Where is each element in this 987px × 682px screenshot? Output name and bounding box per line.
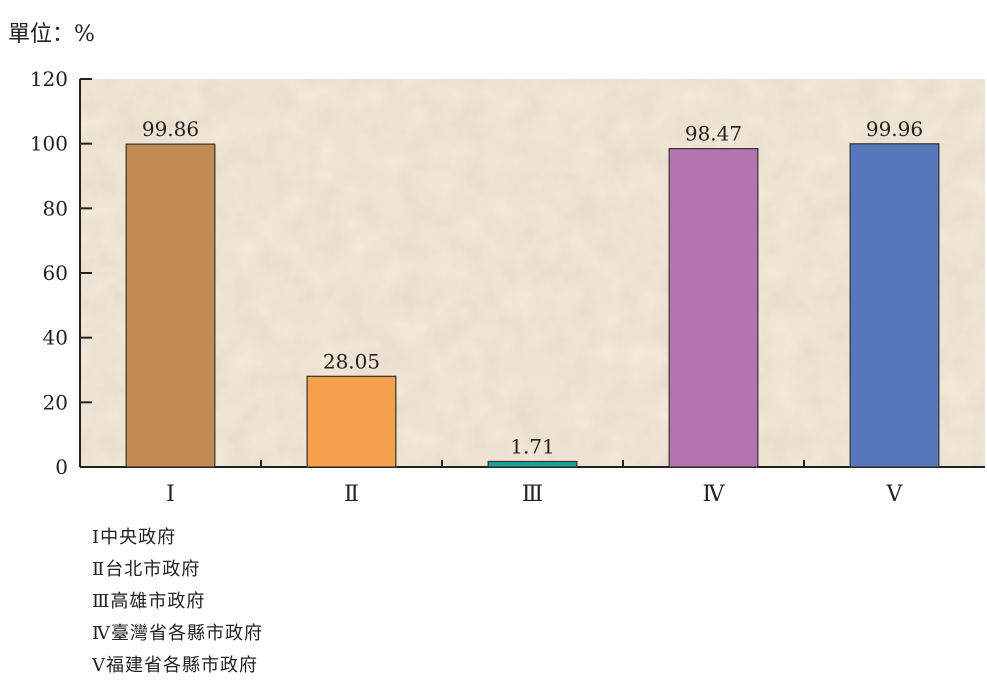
- y-tick-label: 20: [43, 390, 68, 414]
- bar: [487, 460, 578, 468]
- x-axis: Ⅰ Ⅱ Ⅲ Ⅳ Ⅴ: [80, 460, 985, 507]
- legend-item-5: Ⅴ福建省各縣市政府: [92, 655, 258, 676]
- bar: [849, 143, 940, 468]
- data-label: 1.71: [510, 434, 555, 458]
- legend-item-2: Ⅱ台北市政府: [92, 559, 201, 580]
- data-labels: 99.86 28.05 1.71 98.47 99.96: [142, 117, 923, 459]
- legend-item-4: Ⅳ臺灣省各縣市政府: [92, 623, 263, 644]
- x-tick-label: Ⅴ: [886, 482, 904, 507]
- y-tick-label: 120: [30, 67, 68, 91]
- y-tick-label: 40: [43, 326, 68, 350]
- y-tick-label: 80: [43, 196, 68, 220]
- bar: [306, 375, 397, 468]
- x-tick-label: Ⅱ: [344, 482, 359, 507]
- bar: [668, 148, 759, 468]
- legend-item-1: Ⅰ中央政府: [92, 527, 177, 548]
- y-tick-label: 60: [43, 261, 68, 285]
- y-tick-label: 0: [55, 455, 68, 479]
- data-label: 98.47: [685, 122, 742, 146]
- data-label: 99.96: [866, 117, 923, 141]
- x-tick-label: Ⅰ: [166, 482, 175, 507]
- y-tick-label: 100: [30, 132, 68, 156]
- data-label: 99.86: [142, 117, 199, 141]
- unit-label: 單位：%: [8, 22, 95, 47]
- y-axis: 0 20 40 60 80 100 120: [30, 67, 92, 479]
- x-tick-label: Ⅳ: [703, 482, 726, 507]
- bar-series: [125, 143, 940, 468]
- x-tick-label: Ⅲ: [522, 482, 543, 507]
- legend-item-3: Ⅲ高雄市政府: [92, 591, 206, 612]
- data-label: 28.05: [323, 349, 380, 373]
- plot-area-background: [80, 79, 985, 467]
- category-legend: Ⅰ中央政府 Ⅱ台北市政府 Ⅲ高雄市政府 Ⅳ臺灣省各縣市政府 Ⅴ福建省各縣市政府: [92, 522, 263, 682]
- bar: [125, 143, 216, 468]
